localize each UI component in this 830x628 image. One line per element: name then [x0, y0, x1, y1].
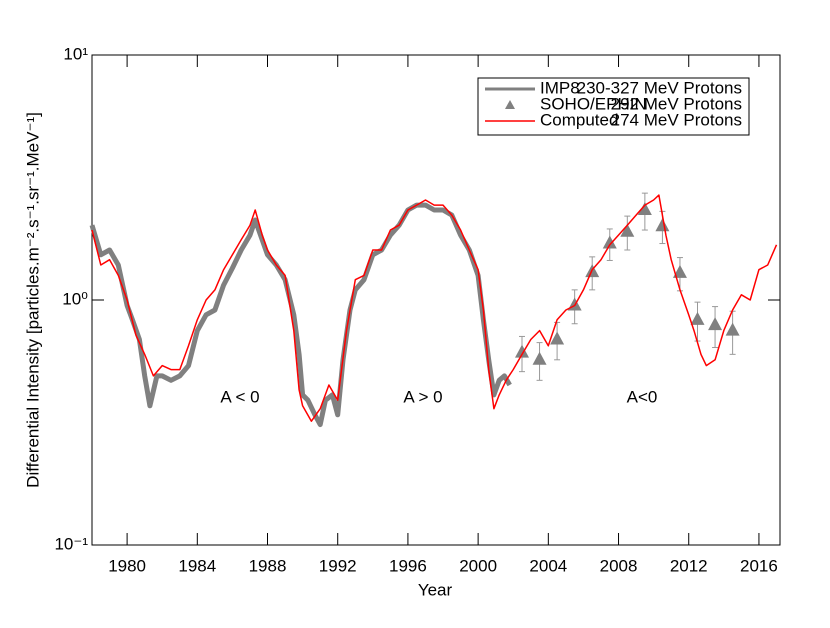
- x-tick-label: 2000: [459, 556, 497, 575]
- legend-name: IMP8: [540, 78, 580, 97]
- x-tick-label: 2004: [529, 556, 567, 575]
- triangle-marker: [725, 322, 740, 336]
- legend-energy: 292 MeV Protons: [611, 94, 742, 113]
- x-tick-label: 2012: [670, 556, 708, 575]
- annotation: A > 0: [403, 387, 442, 406]
- series-line: [89, 202, 512, 428]
- legend-marker: [505, 100, 515, 109]
- annotation: A < 0: [220, 387, 259, 406]
- triangle-marker: [532, 351, 547, 365]
- triangle-marker: [550, 331, 565, 345]
- triangle-marker: [620, 223, 635, 237]
- x-axis-label: Year: [418, 580, 453, 599]
- x-tick-label: 1992: [319, 556, 357, 575]
- triangle-marker: [708, 317, 723, 331]
- y-tick-label: 10⁰: [62, 289, 88, 308]
- triangle-marker: [690, 311, 705, 325]
- triangle-marker: [672, 264, 687, 278]
- x-tick-label: 2016: [740, 556, 778, 575]
- y-axis-label: Differential Intensity [particles.m⁻².s⁻…: [23, 112, 42, 488]
- legend-energy: 230-327 MeV Protons: [577, 78, 742, 97]
- legend-name: SOHO/EPHIN: [540, 94, 647, 113]
- triangle-marker: [637, 201, 652, 215]
- x-tick-label: 1984: [178, 556, 216, 575]
- annotation: A<0: [627, 387, 658, 406]
- x-tick-label: 2008: [600, 556, 638, 575]
- triangle-marker: [602, 235, 617, 249]
- x-tick-label: 1980: [108, 556, 146, 575]
- x-tick-label: 1988: [249, 556, 287, 575]
- series-line: [91, 194, 778, 422]
- triangle-marker: [515, 344, 529, 358]
- legend-name: Computed: [540, 110, 618, 129]
- triangle-marker: [655, 218, 670, 232]
- y-tick-label: 10¹: [63, 44, 88, 63]
- legend-energy: 274 MeV Protons: [611, 110, 742, 129]
- x-tick-label: 1996: [389, 556, 427, 575]
- y-tick-label: 10⁻¹: [54, 534, 88, 553]
